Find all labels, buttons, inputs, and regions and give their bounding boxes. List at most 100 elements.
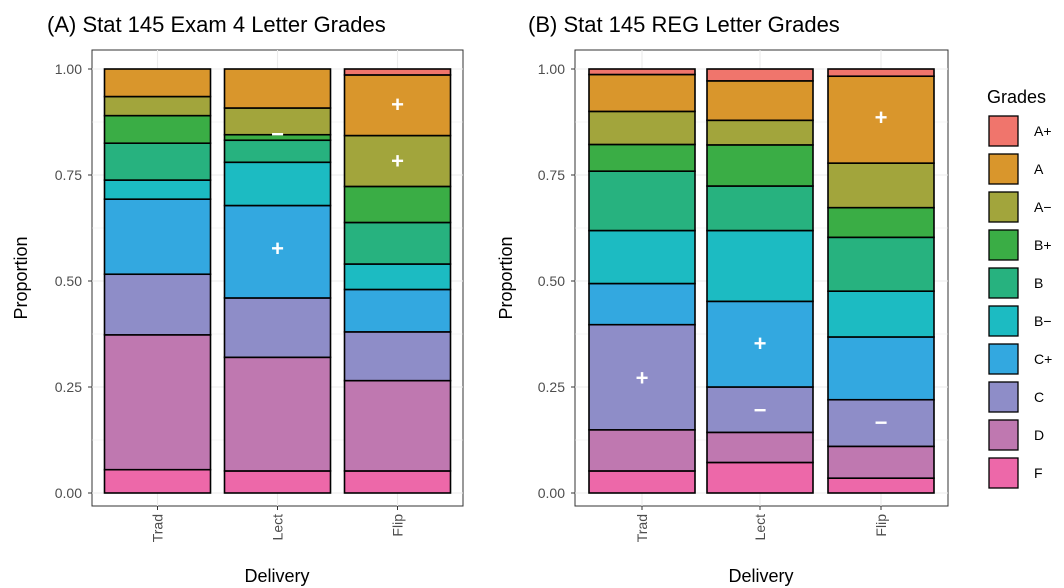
bar-segment-flip-d [343,379,452,472]
bar-segment-trad-b [588,170,696,232]
x-tick-label: Trad [150,514,166,542]
bar-segment-lect-a [223,68,332,109]
bar-segment-flip-f [343,470,452,494]
x-tick-label: Lect [270,514,286,541]
bar-segment-trad-aminus [103,95,212,117]
legend-swatch-cplus [988,343,1019,375]
panel-a-x-axis: Trad Lect Flip [150,506,406,542]
bar-segment-trad-f [103,468,212,494]
panel-b-title: (B) Stat 145 REG Letter Grades [528,12,840,37]
legend-swatch-aplus [988,115,1019,147]
bar-segment-flip-cplus [827,336,935,401]
bar-segment-lect-bminus [706,229,814,303]
bar-segment-lect-aminus [706,119,814,146]
bar-segment-lect-aminus [223,107,332,136]
panel-b-annotations: + + − + − [636,105,888,435]
x-tick-label: Flip [873,514,889,537]
bar-segment-trad-f [588,470,696,494]
bar-segment-flip-f [827,477,935,494]
significance-marker: + [875,105,888,130]
panel-b-bars [588,68,935,494]
legend-swatch-c [988,381,1019,413]
panel-b-y-axis-title: Proportion [496,236,516,319]
bar-segment-trad-bplus [588,143,696,172]
y-tick-label: 0.25 [55,379,82,395]
panel-b-x-axis-title: Delivery [728,566,793,586]
legend-swatch-bplus [988,229,1019,261]
y-tick-label: 0.00 [55,485,82,501]
bar-segment-lect-bminus [223,161,332,207]
panel-b-x-axis: Trad Lect Flip [634,506,889,542]
bar-segment-flip-bplus [343,185,452,224]
legend-label-f: F [1034,465,1043,481]
bar-segment-trad-c [103,273,212,336]
legend-label-cplus: C+ [1034,351,1052,367]
bar-segment-trad-c [588,323,696,431]
panel-a-x-axis-title: Delivery [244,566,309,586]
panel-a-y-axis-title: Proportion [11,236,31,319]
legend-label-d: D [1034,427,1044,443]
panel-a: (A) Stat 145 Exam 4 Letter Grades − + + + 0… [11,12,464,586]
bar-segment-lect-d [223,356,332,472]
panel-a-title: (A) Stat 145 Exam 4 Letter Grades [47,12,386,37]
bar-segment-lect-c [706,386,814,434]
y-tick-label: 0.00 [538,485,565,501]
bar-segment-trad-d [588,429,696,472]
panel-a-y-axis: 0.00 0.25 0.50 0.75 1.00 [55,61,92,501]
bar-segment-lect-f [223,470,332,494]
panel-b: (B) Stat 145 REG Letter Grades + + − + − 0.0… [496,12,949,586]
legend-label-c: C [1034,389,1044,405]
x-tick-label: Trad [634,514,650,542]
bar-segment-flip-aplus [827,68,935,78]
bar-segment-flip-cplus [343,288,452,333]
bar-segment-lect-d [706,431,814,464]
significance-marker: + [636,366,649,391]
y-tick-label: 0.25 [538,379,565,395]
bar-segment-flip-bminus [343,263,452,291]
y-tick-label: 0.75 [55,167,82,183]
panel-a-bars [103,68,452,494]
significance-marker: + [391,148,404,173]
legend-swatch-bminus [988,305,1019,337]
bar-segment-lect-bplus [706,144,814,187]
bar-segment-flip-b [827,236,935,292]
panel-b-y-axis: 0.00 0.25 0.50 0.75 1.00 [538,61,575,501]
legend-label-a: A [1034,161,1044,177]
y-tick-label: 1.00 [538,61,565,77]
bar-segment-flip-a [343,74,452,137]
significance-marker: + [754,331,767,356]
bar-segment-flip-c [343,331,452,382]
bar-segment-flip-aplus [343,68,452,76]
bar-segment-flip-d [827,445,935,479]
y-tick-label: 1.00 [55,61,82,77]
legend-label-b: B [1034,275,1043,291]
bar-segment-flip-aminus [343,134,452,188]
bar-segment-flip-bminus [827,290,935,338]
bar-segment-flip-b [343,221,452,265]
bar-segment-trad-cplus [103,198,212,276]
bar-segment-lect-cplus [223,204,332,299]
bar-segment-trad-d [103,334,212,471]
legend-swatch-a [988,153,1019,185]
bar-segment-trad-cplus [588,282,696,326]
legend-label-aplus: A+ [1034,123,1052,139]
bar-segment-flip-bplus [827,206,935,239]
legend-swatch-b [988,267,1019,299]
bar-segment-trad-aplus [588,68,696,76]
significance-marker: − [271,122,284,147]
bar-segment-lect-f [706,461,814,494]
significance-marker: + [391,92,404,117]
bar-segment-lect-b [706,185,814,232]
bar-segment-trad-aminus [588,110,696,146]
y-tick-label: 0.50 [55,273,82,289]
bar-segment-trad-bminus [588,229,696,285]
legend-label-bminus: B− [1034,313,1052,329]
significance-marker: + [271,236,284,261]
bar-segment-lect-aplus [706,68,814,82]
bar-segment-trad-b [103,142,212,181]
y-tick-label: 0.50 [538,273,565,289]
legend-title: Grades [987,87,1046,107]
x-tick-label: Lect [752,514,768,541]
x-tick-label: Flip [390,514,406,537]
